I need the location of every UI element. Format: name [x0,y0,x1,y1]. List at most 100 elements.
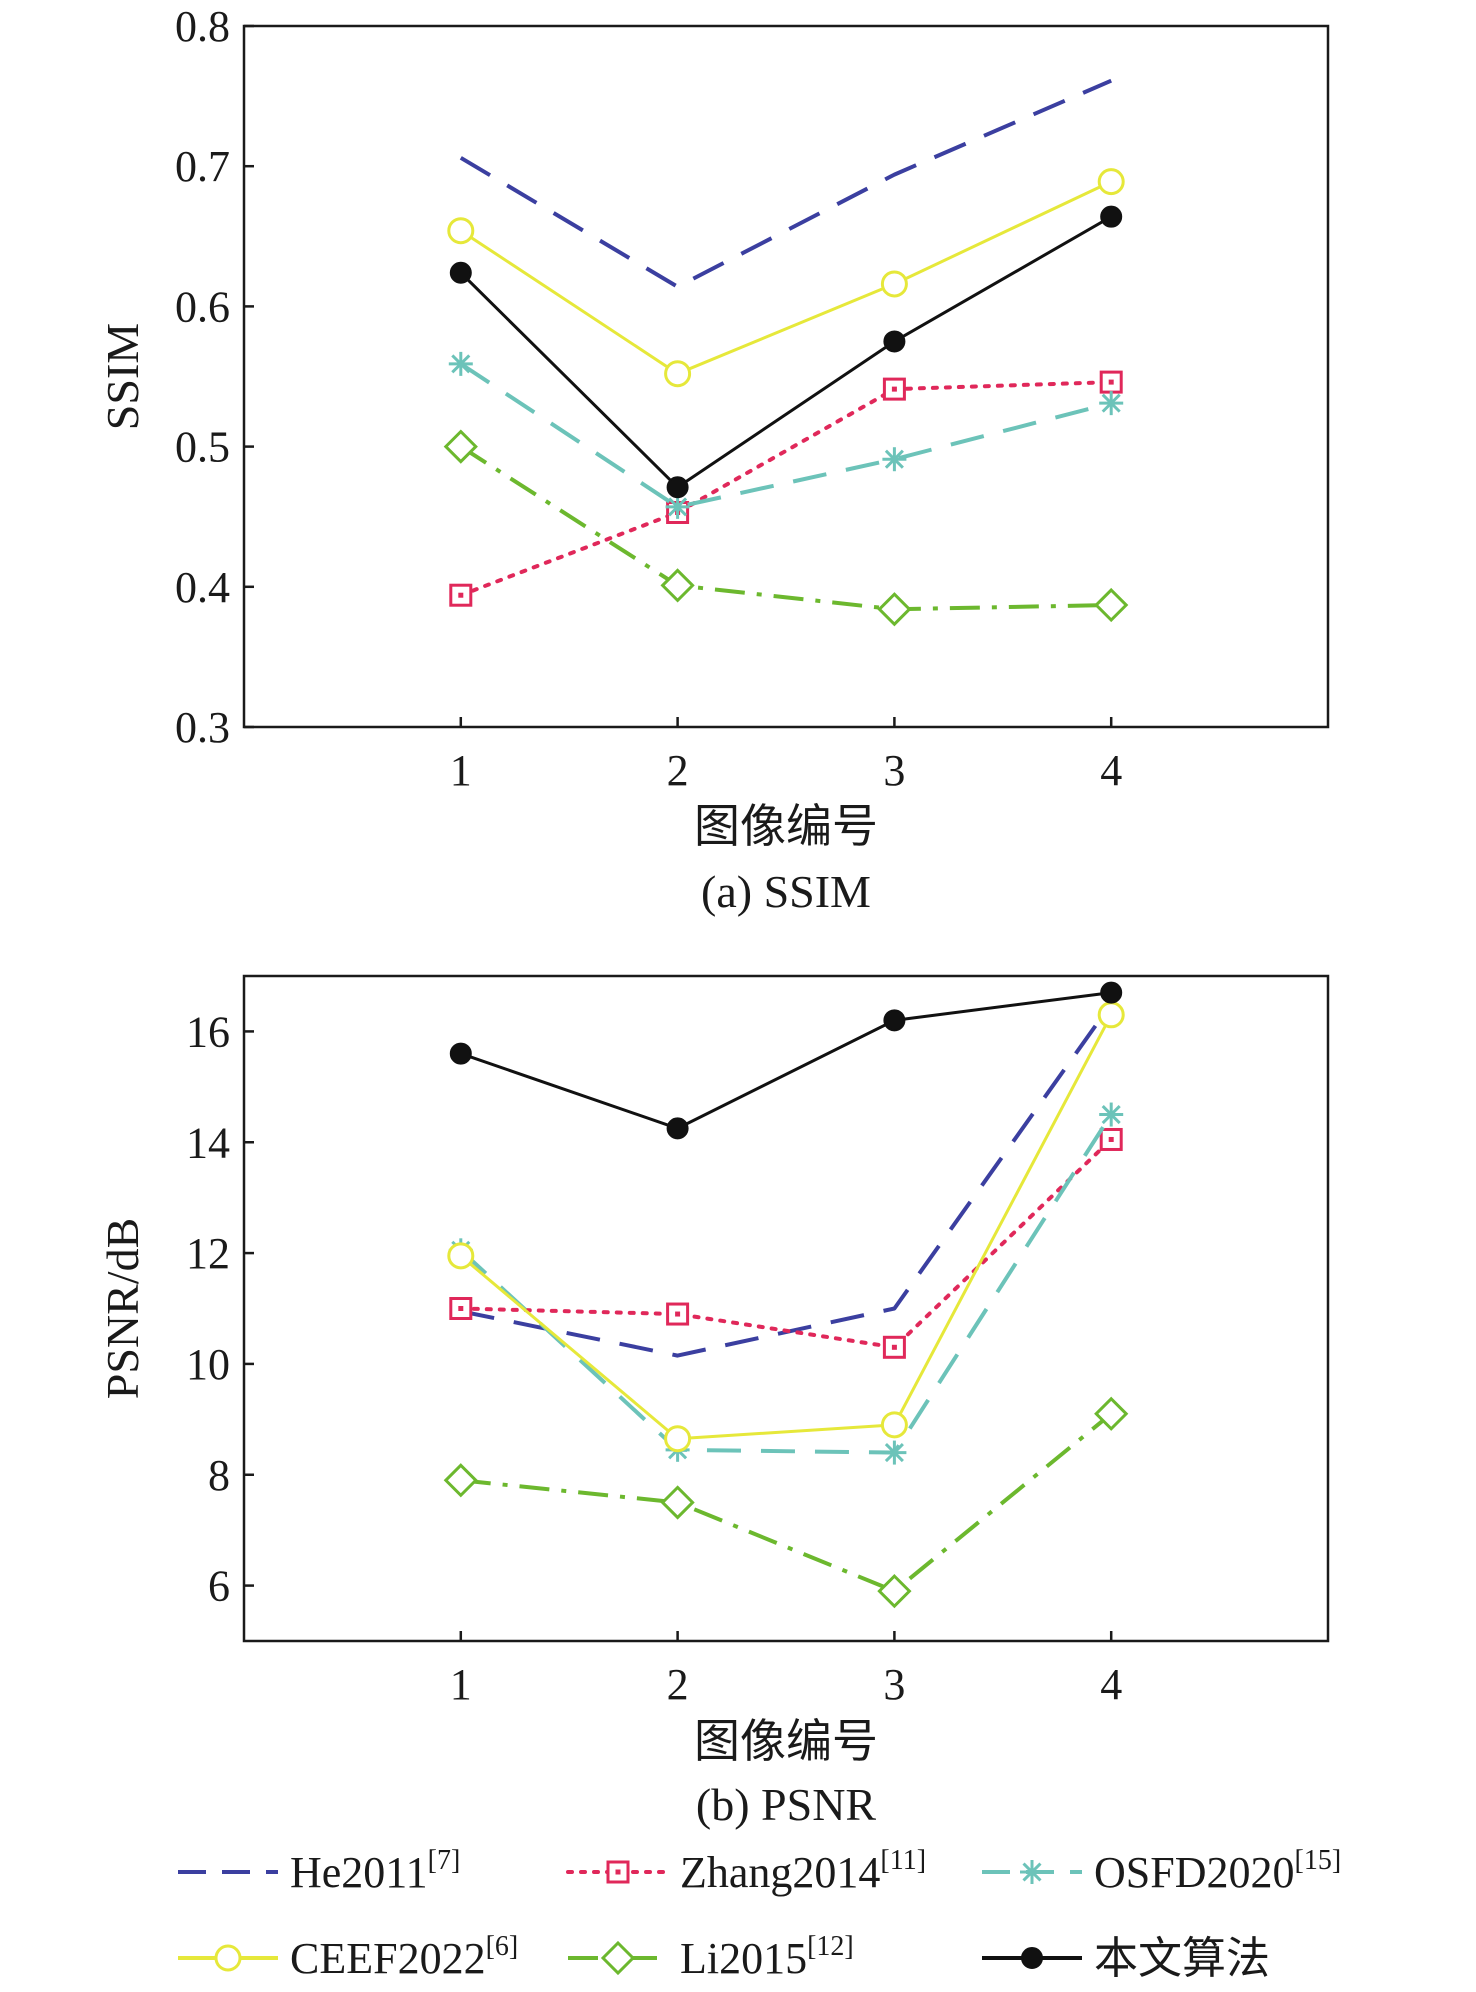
legend-item-series5: 本文算法 [982,1934,1270,1983]
psnr-point-ceef2022 [1097,1001,1125,1029]
psnr-series [443,981,1129,1609]
ssim-point-series5 [883,330,906,353]
ssim-plot-frame [242,24,1330,729]
psnr-y-tick-label: 6 [208,1562,230,1611]
ssim-y-tick-label: 0.7 [175,142,230,191]
legend-label: Li2015[12] [680,1931,854,1983]
psnr-series-zhang2014 [449,1127,1123,1359]
legend-marker [606,1860,630,1884]
ssim-x-axis-label: 图像编号 [694,801,878,852]
ssim-point-series5 [1100,205,1123,228]
psnr-x-tick-label: 4 [1100,1660,1122,1709]
psnr-y-ticks: 6 8 10 12 14 16 [186,1007,254,1611]
psnr-point-li2015 [877,1574,912,1609]
psnr-line-series5 [460,991,1112,1130]
legend-label: OSFD2020[15] [1094,1845,1341,1897]
ssim-point-ceef2022 [447,217,475,245]
psnr-caption: (b) PSNR [696,1779,877,1830]
psnr-y-tick-label: 8 [208,1451,230,1500]
psnr-point-osfd2020 [882,1440,907,1465]
psnr-series-he2011 [460,1002,1113,1358]
ssim-point-series5 [666,476,689,499]
psnr-point-ceef2022 [880,1411,908,1439]
ssim-y-tick-label: 0.6 [175,282,230,331]
ssim-point-osfd2020 [1099,391,1124,416]
ssim-point-osfd2020 [448,351,473,376]
ssim-line-zhang2014 [458,380,1114,598]
ssim-y-tick-label: 0.3 [175,703,230,752]
ssim-x-tick-label: 3 [883,746,905,795]
ssim-point-series5 [449,261,472,284]
psnr-line-ceef2022 [459,1014,1113,1441]
psnr-line-zhang2014 [458,1137,1114,1350]
ssim-point-li2015 [443,429,478,464]
legend-item-he2011: He2011[7] [178,1845,460,1897]
ssim-series-zhang2014 [449,370,1123,607]
legend-label: CEEF2022[6] [290,1931,518,1983]
psnr-x-tick-label: 1 [450,1660,472,1709]
legend-marker [1021,1947,1043,1969]
psnr-point-li2015 [1094,1396,1129,1431]
ssim-point-zhang2014 [1099,370,1123,394]
ssim-point-li2015 [660,568,695,603]
ssim-point-osfd2020 [665,494,690,519]
psnr-point-series5 [666,1117,689,1140]
psnr-point-zhang2014 [882,1335,906,1359]
ssim-x-tick-label: 2 [667,746,689,795]
psnr-point-ceef2022 [447,1242,475,1270]
ssim-series-osfd2020 [448,351,1124,519]
legend-marker [600,1940,636,1976]
ssim-line-series5 [459,215,1112,489]
psnr-plot-frame [242,974,1330,1643]
ssim-y-ticks: 0.3 0.4 0.5 0.6 0.7 0.8 [175,2,254,752]
ssim-line-osfd2020 [459,362,1112,509]
legend-item-ceef2022: CEEF2022[6] [178,1931,518,1983]
ssim-series-li2015 [443,429,1129,627]
ssim-chart: 0.3 0.4 0.5 0.6 0.7 0.8 1 2 3 4 SSIM 图像编号 (a) SS… [97,2,1330,917]
psnr-point-series5 [883,1009,906,1032]
psnr-line-osfd2020 [459,1113,1113,1455]
psnr-line-li2015 [460,1412,1113,1594]
psnr-y-tick-label: 14 [186,1118,230,1167]
psnr-point-series5 [1100,981,1123,1004]
ssim-y-tick-label: 0.8 [175,2,230,51]
ssim-x-tick-label: 4 [1100,746,1122,795]
legend-item-li2015: Li2015[12] [568,1931,854,1983]
legend-label: 本文算法 [1094,1934,1270,1983]
psnr-x-tick-label: 3 [883,1660,905,1709]
legend-marker [214,1944,242,1972]
psnr-y-tick-label: 12 [186,1229,230,1278]
ssim-point-ceef2022 [880,270,908,298]
ssim-x-ticks: 1 2 3 4 [450,717,1122,795]
psnr-x-axis-label: 图像编号 [694,1716,878,1767]
psnr-x-tick-label: 2 [667,1660,689,1709]
ssim-point-ceef2022 [1097,168,1125,196]
ssim-series-he2011 [459,78,1112,289]
psnr-y-axis-label: PSNR/dB [97,1218,148,1400]
psnr-series-li2015 [443,1396,1129,1609]
ssim-point-zhang2014 [449,583,473,607]
legend-item-zhang2014: Zhang2014[11] [566,1845,926,1897]
psnr-x-ticks: 1 2 3 4 [450,1631,1122,1709]
ssim-line-li2015 [459,444,1112,612]
ssim-y-tick-label: 0.5 [175,423,230,472]
legend-marker [1020,1860,1044,1884]
ssim-point-zhang2014 [882,377,906,401]
psnr-point-zhang2014 [449,1297,473,1320]
ssim-series-ceef2022 [447,168,1125,388]
ssim-point-li2015 [877,592,912,627]
ssim-line-he2011 [459,78,1112,289]
ssim-point-osfd2020 [882,447,907,472]
psnr-point-li2015 [660,1485,695,1520]
psnr-series-series5 [449,981,1123,1140]
legend: He2011[7] Zhang2014[11] OSFD2020[15] CEEF20… [178,1845,1341,1983]
legend-item-osfd2020: OSFD2020[15] [982,1845,1341,1897]
ssim-point-li2015 [1094,587,1129,623]
ssim-caption: (a) SSIM [701,866,871,917]
legend-label: He2011[7] [290,1845,460,1897]
ssim-point-ceef2022 [664,360,692,388]
ssim-x-tick-label: 1 [450,746,472,795]
psnr-point-li2015 [443,1463,478,1498]
